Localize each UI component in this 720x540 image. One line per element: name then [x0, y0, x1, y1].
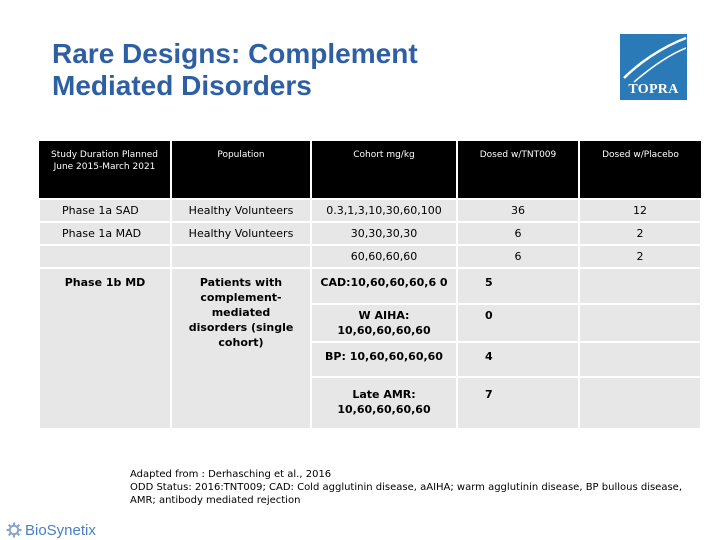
cell-tnt009: 36: [456, 198, 580, 223]
page-title: Rare Designs: Complement Mediated Disord…: [52, 38, 572, 102]
cell-phase: Phase 1a SAD: [38, 198, 172, 223]
cell-cohort: 0.3,1,3,10,30,60,100: [310, 198, 458, 223]
logo-swoosh-icon: [623, 36, 687, 83]
table-row: Late AMR: 10,60,60,60,60 7: [39, 376, 702, 430]
cell-cohort: 30,30,30,30: [310, 221, 458, 246]
cell-placebo: [578, 341, 702, 378]
cell-cohort: 60,60,60,60: [310, 244, 458, 269]
title-line-1: Rare Designs: Complement: [52, 38, 418, 69]
header-study-duration: Study Duration Planned June 2015-March 2…: [39, 141, 172, 199]
table-row: W AIHA: 10,60,60,60,60 0: [39, 303, 702, 343]
cell-phase: Phase 1a MAD: [38, 221, 172, 246]
cell-phase: Phase 1b MD: [38, 267, 172, 430]
cell-tnt009: 5: [456, 267, 580, 305]
cell-tnt009: 0: [456, 303, 580, 343]
cell-cohort: CAD:10,60,60,60,6 0: [310, 267, 458, 305]
cell-cohort: BP: 10,60,60,60,60: [310, 341, 458, 378]
footnote-abbreviations: ODD Status: 2016:TNT009; CAD: Cold agglu…: [130, 482, 683, 506]
header-dosed-tnt009: Dosed w/TNT009: [457, 141, 580, 199]
cell-placebo: [578, 376, 702, 430]
cell-tnt009: 6: [456, 244, 580, 269]
cell-phase: [38, 244, 172, 269]
cell-placebo: [578, 267, 702, 305]
table-row: Phase 1a SAD Healthy Volunteers 0.3,1,3,…: [38, 198, 702, 223]
study-table: Study Duration Planned June 2015-March 2…: [38, 141, 702, 430]
footnote: Adapted from : Derhasching et al., 2016 …: [130, 468, 690, 507]
header-population: Population: [171, 141, 312, 199]
table-row: BP: 10,60,60,60,60 4: [39, 341, 702, 378]
cell-cohort: Late AMR: 10,60,60,60,60: [310, 376, 458, 430]
brand-text: BioSynetix: [25, 521, 96, 539]
cell-population: [170, 244, 312, 269]
cell-placebo: 12: [578, 198, 702, 223]
cell-placebo: 2: [578, 221, 702, 246]
cell-tnt009: 6: [456, 221, 580, 246]
header-cohort: Cohort mg/kg: [311, 141, 458, 199]
cell-cohort: W AIHA: 10,60,60,60,60: [310, 303, 458, 343]
cell-tnt009: 7: [456, 376, 580, 430]
table-header-row: Study Duration Planned June 2015-March 2…: [39, 141, 701, 199]
table-row: 60,60,60,60 6 2: [38, 244, 702, 269]
footnote-source: Adapted from : Derhasching et al., 2016: [130, 469, 332, 480]
cell-tnt009: 4: [456, 341, 580, 378]
table-row: Phase 1a MAD Healthy Volunteers 30,30,30…: [38, 221, 702, 246]
topra-logo: TOPRA: [620, 34, 687, 100]
cell-population: Healthy Volunteers: [170, 198, 312, 223]
cell-placebo: [578, 303, 702, 343]
gear-icon: [6, 522, 22, 538]
table-row: Phase 1b MD Patients with complement-med…: [38, 267, 702, 430]
header-dosed-placebo: Dosed w/Placebo: [579, 141, 701, 199]
biosynetix-brand: BioSynetix: [6, 521, 96, 539]
cell-population: Patients with complement-mediated disord…: [170, 267, 312, 430]
logo-text: TOPRA: [628, 82, 679, 97]
cell-population: Healthy Volunteers: [170, 221, 312, 246]
cell-placebo: 2: [578, 244, 702, 269]
title-line-2: Mediated Disorders: [52, 70, 312, 101]
